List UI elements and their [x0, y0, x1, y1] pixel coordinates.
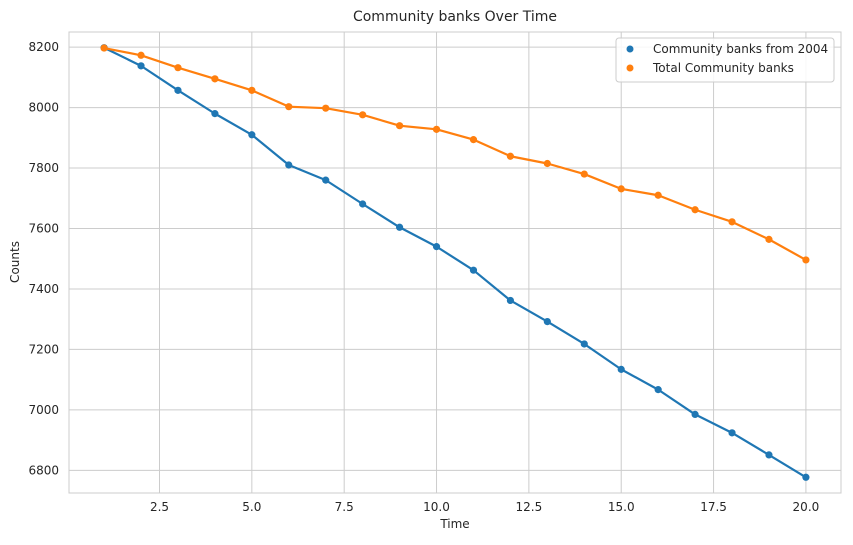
y-tick-label: 7000	[28, 403, 59, 417]
data-point	[617, 185, 625, 193]
data-point	[285, 161, 293, 169]
x-tick-label: 20.0	[793, 500, 820, 514]
y-tick-label: 6800	[28, 463, 59, 477]
x-axis-ticks: 2.5 5.0 7.5 10.0 12.5 15.0 17.5 20.0	[150, 500, 819, 514]
data-point	[580, 340, 588, 348]
y-tick-label: 7400	[28, 282, 59, 296]
data-point	[174, 86, 182, 94]
x-tick-label: 15.0	[608, 500, 635, 514]
data-point	[765, 451, 773, 459]
legend-label-series-1: Community banks from 2004	[653, 42, 828, 56]
series-line-1	[103, 46, 807, 479]
data-point	[580, 170, 588, 178]
data-point	[248, 131, 256, 139]
data-point	[211, 75, 219, 83]
data-point	[359, 111, 367, 119]
series-line-2	[103, 46, 807, 261]
y-tick-label: 7200	[28, 342, 59, 356]
data-point	[691, 206, 699, 214]
x-tick-label: 2.5	[150, 500, 169, 514]
x-tick-label: 17.5	[700, 500, 727, 514]
data-point	[728, 218, 736, 226]
grid	[69, 32, 841, 493]
series-2	[100, 44, 810, 264]
data-point	[174, 64, 182, 72]
data-point	[322, 104, 330, 112]
plot-area	[68, 31, 842, 494]
data-point	[469, 266, 478, 274]
data-point	[543, 317, 551, 326]
x-tick-label: 5.0	[242, 500, 261, 514]
x-axis-title: Time	[439, 517, 469, 531]
data-point	[654, 191, 662, 199]
y-tick-label: 7600	[28, 221, 59, 235]
legend-marker-series-2	[626, 64, 634, 72]
data-point	[691, 410, 699, 419]
series-group	[100, 44, 810, 481]
chart-title: Community banks Over Time	[353, 9, 557, 25]
data-point	[802, 473, 810, 481]
y-tick-label: 8200	[28, 40, 59, 54]
y-axis-title: Counts	[8, 241, 22, 283]
data-point	[617, 365, 625, 373]
data-point	[395, 223, 404, 231]
data-point	[469, 136, 478, 144]
data-point	[137, 62, 145, 70]
data-point	[285, 103, 293, 111]
y-tick-label: 7800	[28, 161, 59, 175]
data-point	[100, 44, 108, 52]
legend-label-series-2: Total Community banks	[652, 61, 794, 75]
x-tick-label: 10.0	[423, 500, 450, 514]
data-point	[322, 176, 330, 184]
data-point	[765, 235, 773, 243]
data-point	[728, 429, 736, 437]
data-point	[802, 256, 810, 264]
data-point	[506, 152, 515, 160]
data-point	[211, 110, 219, 118]
y-tick-label: 8000	[28, 101, 59, 115]
data-point	[432, 243, 441, 251]
data-point	[543, 159, 551, 168]
data-point	[654, 386, 662, 394]
data-point	[506, 296, 515, 305]
data-point	[248, 86, 256, 94]
data-point	[432, 125, 441, 133]
data-point	[359, 200, 367, 208]
legend: Community banks from 2004 Total Communit…	[615, 37, 835, 83]
legend-box	[615, 37, 835, 83]
data-point	[395, 122, 404, 130]
x-tick-label: 7.5	[335, 500, 354, 514]
y-axis-ticks: 6800 7000 7200 7400 7600 7800 8000 8200	[28, 40, 59, 477]
data-point	[137, 51, 145, 59]
legend-marker-series-1	[626, 45, 634, 53]
series-1	[100, 44, 810, 481]
x-tick-label: 12.5	[516, 500, 543, 514]
